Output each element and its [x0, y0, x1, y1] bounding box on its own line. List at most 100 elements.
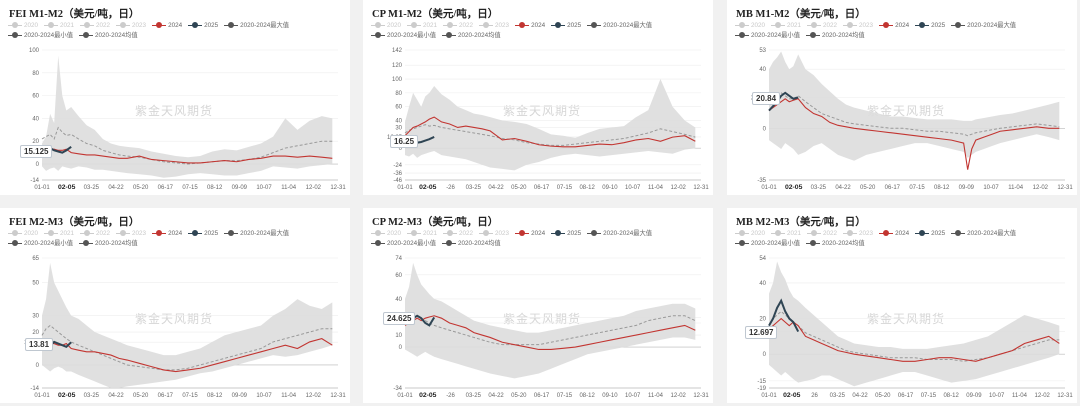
legend-item[interactable]: 2021 [44, 21, 74, 31]
y-tick-label: 60 [395, 273, 402, 279]
legend-item[interactable]: 2025 [188, 21, 218, 31]
legend-item[interactable]: 2020 [371, 21, 401, 31]
legend-item[interactable]: 2020-2024均值 [79, 31, 138, 41]
legend-item[interactable]: 2024 [515, 229, 545, 239]
y-tick-label: 20 [32, 330, 39, 336]
legend-item[interactable]: 2023 [116, 21, 146, 31]
x-tick-label: 06-17 [158, 393, 174, 399]
legend-item[interactable]: 2020-2024最小值 [371, 31, 436, 41]
legend-label: 2025 [931, 230, 946, 237]
legend-label: 2020-2024最大值 [967, 230, 1017, 237]
y-tick-label: 30 [32, 314, 39, 320]
legend-item[interactable]: 2025 [551, 21, 581, 31]
legend-item[interactable]: 2020-2024最大值 [224, 229, 289, 239]
legend-marker-icon [479, 21, 494, 29]
legend-item[interactable]: 2024 [152, 21, 182, 31]
y-tick-label: 0 [36, 162, 40, 168]
legend-item[interactable]: 2023 [843, 229, 873, 239]
legend-label: 2023 [495, 230, 510, 237]
chart-title: MB M1-M2（美元/吨，日） [736, 9, 866, 20]
legend-marker-icon [188, 21, 203, 29]
legend-item[interactable]: 2020-2024最大值 [224, 21, 289, 31]
y-tick-label: 80 [395, 91, 402, 97]
x-tick-label: 06-17 [898, 393, 914, 399]
y-tick-label: 40 [395, 119, 402, 125]
legend-item[interactable]: 2020 [8, 21, 38, 31]
legend-item[interactable]: 2022 [443, 229, 473, 239]
legend-item[interactable]: 2024 [515, 21, 545, 31]
legend-label: 2020-2024最大值 [240, 230, 290, 237]
legend-item[interactable]: 2024 [152, 229, 182, 239]
x-tick-label: 04-22 [108, 185, 124, 191]
legend-item[interactable]: 2020-2024均值 [806, 239, 865, 249]
legend-item[interactable]: 2023 [479, 229, 509, 239]
chart-title: FEI M1-M2（美元/吨，日） [9, 9, 140, 20]
legend-label: 2025 [567, 230, 582, 237]
y-tick-label: 100 [392, 77, 403, 83]
legend-item[interactable]: 2023 [843, 21, 873, 31]
legend-marker-icon [843, 21, 858, 29]
watermark: 紫金天风期货 [503, 104, 582, 118]
x-tick-label: 01-01 [34, 393, 50, 399]
chart-panel-fei-m2m3: FEI M2-M3（美元/吨，日） 2020 2021 2022 2023 2024 20… [0, 208, 350, 403]
legend-item[interactable]: 2020-2024均值 [806, 31, 865, 41]
legend-marker-icon [371, 21, 385, 29]
x-tick-label: 07-15 [557, 393, 573, 399]
legend-item[interactable]: 2020-2024最小值 [735, 31, 800, 41]
legend-item[interactable]: 2020-2024均值 [442, 239, 501, 249]
legend-item[interactable]: 2020-2024最大值 [951, 229, 1016, 239]
legend-marker-icon [79, 31, 94, 39]
legend-item[interactable]: 2023 [479, 21, 509, 31]
legend-item[interactable]: 2021 [771, 229, 801, 239]
legend-item[interactable]: 2022 [807, 229, 837, 239]
legend-marker-icon [407, 229, 422, 237]
legend-item[interactable]: 2020 [8, 229, 38, 239]
legend-item[interactable]: 2020-2024均值 [79, 239, 138, 249]
legend-item[interactable]: 2020 [735, 21, 765, 31]
legend-item[interactable]: 2025 [915, 21, 945, 31]
legend-item[interactable]: 2020-2024最小值 [735, 239, 800, 249]
legend-label: 2021 [423, 230, 438, 237]
legend-item[interactable]: 2022 [80, 229, 110, 239]
legend-item[interactable]: 2024 [879, 229, 909, 239]
x-tick-label: 04-22 [108, 393, 124, 399]
legend-marker-icon [479, 229, 494, 237]
legend-marker-icon [443, 229, 458, 237]
y-tick-label: 60 [32, 94, 39, 100]
watermark: 紫金天风期货 [867, 104, 946, 118]
legend-item[interactable]: 2023 [116, 229, 146, 239]
legend-item[interactable]: 2022 [807, 21, 837, 31]
legend-item[interactable]: 2025 [915, 229, 945, 239]
legend-item[interactable]: 2020-2024最大值 [951, 21, 1016, 31]
legend-label: 2022 [96, 22, 111, 29]
legend-item[interactable]: 2020 [371, 229, 401, 239]
legend-item[interactable]: 2024 [879, 21, 909, 31]
legend-item[interactable]: 2022 [443, 21, 473, 31]
legend-item[interactable]: 2020-2024最小值 [8, 31, 73, 41]
legend-item[interactable]: 2021 [407, 21, 437, 31]
y-tick-label: 10 [395, 333, 402, 339]
x-tick-label: 10-07 [983, 185, 999, 191]
legend-item[interactable]: 2020-2024最小值 [371, 239, 436, 249]
legend-marker-icon [951, 229, 966, 237]
series-2024-line [768, 98, 1060, 170]
legend-item[interactable]: 2020-2024最小值 [8, 239, 73, 249]
legend-item[interactable]: 2020-2024均值 [442, 31, 501, 41]
legend-item[interactable]: 2020-2024最大值 [587, 229, 652, 239]
legend-label: 2020-2024均值 [95, 32, 138, 39]
legend-item[interactable]: 2021 [407, 229, 437, 239]
x-tick-label: 02-05 [783, 392, 801, 399]
legend-item[interactable]: 2020 [735, 229, 765, 239]
legend-item[interactable]: 2021 [771, 21, 801, 31]
legend-item[interactable]: 2021 [44, 229, 74, 239]
legend-marker-icon [224, 21, 239, 29]
legend-item[interactable]: 2025 [551, 229, 581, 239]
y-tick-label: 0 [399, 345, 403, 351]
x-tick-label: 05-20 [133, 393, 149, 399]
legend-item[interactable]: 2020-2024最大值 [587, 21, 652, 31]
legend-item[interactable]: 2025 [188, 229, 218, 239]
legend-item[interactable]: 2022 [80, 21, 110, 31]
last-value-label: 13.81 [25, 338, 54, 351]
series-2024-line [404, 116, 696, 148]
